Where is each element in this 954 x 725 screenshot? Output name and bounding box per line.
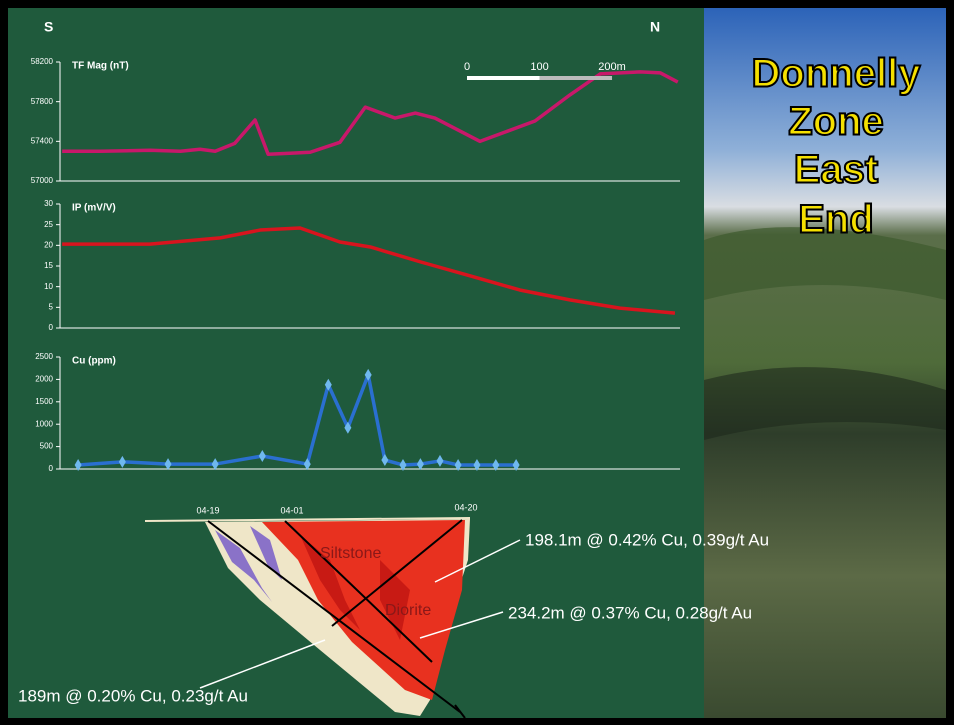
title-line: East <box>794 148 879 192</box>
data-point <box>258 450 266 463</box>
y-tick-label: 15 <box>44 261 53 270</box>
data-point <box>454 458 462 471</box>
scale-bar-segment <box>467 76 540 80</box>
data-point <box>324 378 332 391</box>
data-point <box>344 421 352 434</box>
y-tick-label: 0 <box>49 323 54 332</box>
hole-label: 04-20 <box>454 502 477 512</box>
y-tick-label: 10 <box>44 282 53 291</box>
data-point <box>364 368 372 381</box>
leader-line <box>199 639 326 689</box>
photo-panel <box>704 8 946 718</box>
data-point <box>473 458 481 471</box>
scale-bar-label: 0 <box>464 61 470 73</box>
data-point <box>512 458 520 471</box>
y-tick-label: 0 <box>49 464 54 473</box>
y-tick-label: 1500 <box>35 397 53 406</box>
leader-line <box>419 611 504 639</box>
rock-label: Diorite <box>385 602 431 619</box>
cross-section: 04-19 04-01 04-20 Siltstone Diorite 198.… <box>18 502 769 719</box>
direction-label: N <box>650 19 660 35</box>
data-point <box>381 454 389 467</box>
hill-shadow <box>704 367 946 440</box>
data-line <box>62 226 676 315</box>
diorite-zone <box>262 520 465 700</box>
scale-bar-label: 100 <box>530 61 548 73</box>
data-line <box>62 70 679 156</box>
hole-end <box>454 704 466 719</box>
data-point <box>436 454 444 467</box>
y-tick-label: 57800 <box>31 97 54 106</box>
intercept-label: 198.1m @ 0.42% Cu, 0.39g/t Au <box>525 530 769 549</box>
altered-zone <box>250 526 282 580</box>
y-tick-label: 2500 <box>35 352 53 361</box>
data-point <box>303 458 311 471</box>
intercept-label: 234.2m @ 0.37% Cu, 0.28g/t Au <box>508 603 752 622</box>
y-tick-label: 58200 <box>31 57 54 66</box>
hole-label: 04-01 <box>280 505 303 515</box>
hill <box>704 227 946 300</box>
y-axis-label: TF Mag (nT) <box>72 61 129 72</box>
y-axis-label: Cu (ppm) <box>72 356 116 367</box>
altered-zone <box>215 530 272 602</box>
drill-hole <box>284 520 433 663</box>
drill-hole <box>207 520 461 713</box>
hole-label: 04-19 <box>196 505 219 515</box>
y-tick-label: 500 <box>40 442 54 451</box>
data-point <box>416 458 424 471</box>
data-point <box>399 458 407 471</box>
y-tick-label: 25 <box>44 220 53 229</box>
y-tick-label: 20 <box>44 240 53 249</box>
direction-label: S <box>44 19 53 35</box>
title-line: Donnelly <box>752 52 922 96</box>
surface-line <box>144 517 471 522</box>
data-point <box>164 458 172 471</box>
title-line: End <box>798 198 874 242</box>
data-point <box>211 458 219 471</box>
y-axis-label: IP (mV/V) <box>72 203 116 214</box>
title-line: Zone <box>788 100 884 144</box>
rock-label: Siltstone <box>320 545 381 562</box>
y-tick-label: 30 <box>44 199 53 208</box>
y-tick-label: 5 <box>49 302 54 311</box>
leader-line <box>434 539 521 583</box>
scale-bar-label: 200m <box>598 61 626 73</box>
data-point <box>74 458 82 471</box>
data-point <box>118 455 126 468</box>
y-tick-label: 2000 <box>35 375 53 384</box>
intercept-label: 189m @ 0.20% Cu, 0.23g/t Au <box>18 686 248 705</box>
data-point <box>492 458 500 471</box>
y-tick-label: 1000 <box>35 419 53 428</box>
scale-bar-segment <box>539 76 613 80</box>
drill-hole <box>331 519 463 627</box>
title-group: Donnelly Zone East End <box>751 51 923 243</box>
y-tick-label: 57400 <box>31 136 54 145</box>
y-tick-label: 57000 <box>31 176 54 185</box>
siltstone-zone <box>300 535 360 630</box>
